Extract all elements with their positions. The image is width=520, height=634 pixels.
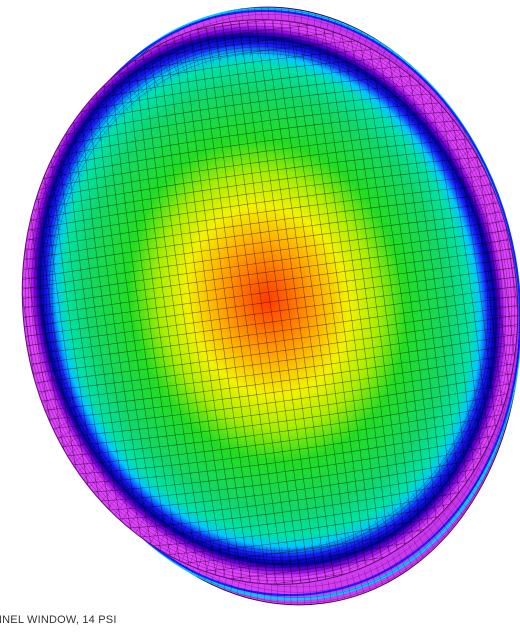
plot-caption: NNEL WINDOW, 14 PSI — [0, 614, 117, 626]
